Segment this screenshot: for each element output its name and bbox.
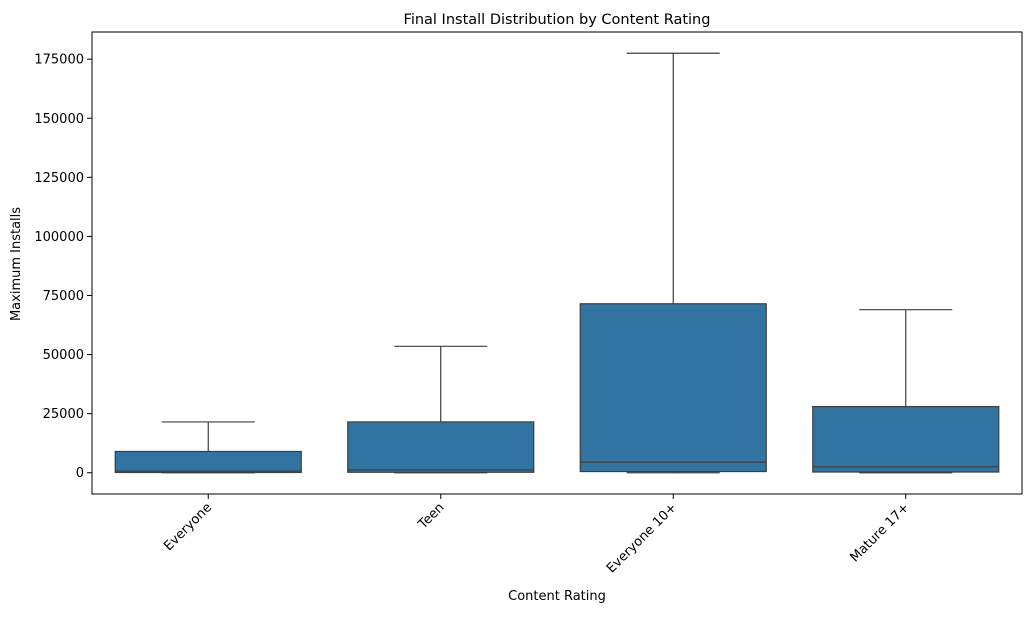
box-everyone	[114, 421, 302, 474]
x-axis-label: Content Rating	[508, 589, 606, 604]
y-tick-label: 0	[76, 466, 84, 481]
x-tick-label: Everyone	[161, 500, 215, 554]
y-tick-label: 100000	[34, 230, 84, 245]
y-axis-label: Maximum Installs	[9, 207, 24, 321]
box-everyone-10	[579, 52, 767, 474]
y-tick-label: 150000	[34, 112, 84, 127]
chart-title: Final Install Distribution by Content Ra…	[404, 12, 711, 28]
box-iqr	[579, 303, 767, 473]
box-iqr	[114, 450, 302, 474]
y-tick-label: 75000	[43, 289, 84, 304]
box-iqr	[812, 405, 1000, 473]
box-mature-17	[812, 309, 1000, 474]
y-tick-label: 25000	[43, 407, 84, 422]
x-tick-label: Everyone 10+	[604, 500, 680, 576]
plot-frame	[91, 31, 1023, 495]
x-axis: Everyone Teen Everyone 10+ Mature 17+	[161, 494, 913, 576]
y-tick-label: 175000	[34, 53, 84, 68]
y-tick-label: 125000	[34, 171, 84, 186]
y-tick-label: 50000	[43, 348, 84, 363]
x-tick-label: Mature 17+	[847, 500, 912, 565]
box-series	[114, 52, 1000, 474]
x-tick-label: Teen	[415, 500, 448, 533]
box-teen	[347, 345, 535, 474]
box-iqr	[347, 421, 535, 473]
y-axis: 0 25000 50000 75000 100000 125000 150000 175000	[34, 53, 92, 481]
